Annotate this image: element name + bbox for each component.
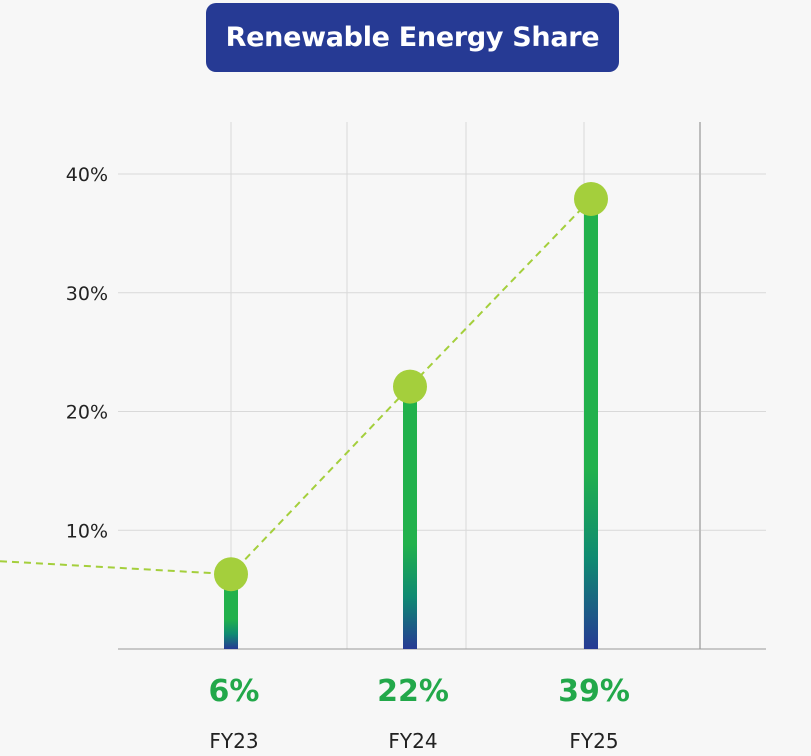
chart-title: Renewable Energy Share <box>225 22 600 53</box>
bar <box>224 574 238 649</box>
bars <box>224 198 598 649</box>
x-tick-label: FY24 <box>388 729 437 753</box>
value-label: 22% <box>377 674 449 709</box>
trend-line-group <box>0 198 592 576</box>
data-point-marker <box>574 181 608 216</box>
data-point-marker <box>393 369 427 404</box>
value-label: 39% <box>558 674 630 709</box>
bar <box>403 386 417 649</box>
data-point-marker <box>214 557 248 592</box>
trend-line <box>0 198 592 576</box>
y-tick-label: 30% <box>66 283 108 305</box>
chart-title-badge: Renewable Energy Share <box>206 3 619 72</box>
bar <box>584 198 598 649</box>
y-tick-label: 20% <box>66 402 108 424</box>
markers <box>214 181 608 592</box>
y-tick-label: 40% <box>66 164 108 186</box>
y-tick-label: 10% <box>66 520 108 542</box>
x-tick-label: FY25 <box>569 729 618 753</box>
value-label: 6% <box>209 674 260 709</box>
x-tick-label: FY23 <box>209 729 258 753</box>
labels: 10% 20% 30% 40% 6% FY23 22% FY24 39% FY25 <box>66 164 630 753</box>
